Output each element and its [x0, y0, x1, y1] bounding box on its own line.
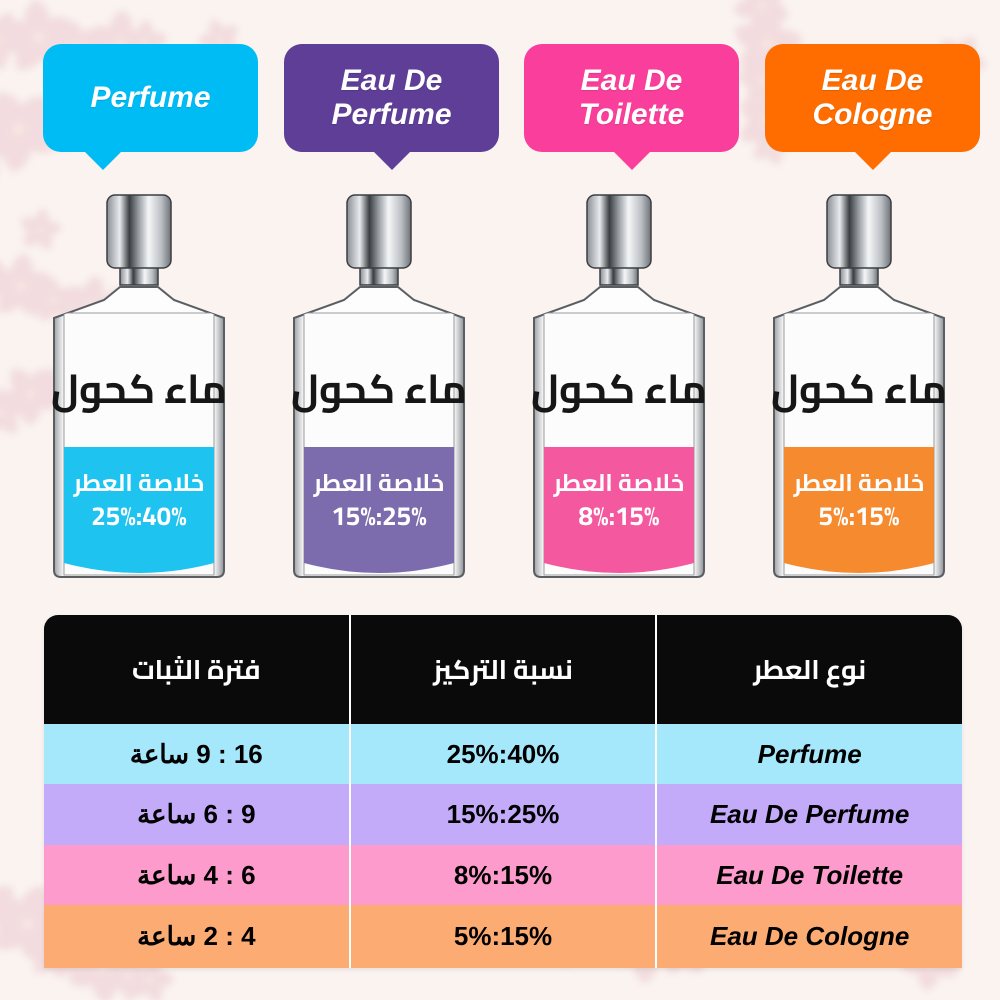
- svg-text:5%:15%: 5%:15%: [819, 491, 900, 540]
- svg-text:8%:15%: 8%:15%: [579, 491, 660, 540]
- svg-text:25%:40%: 25%:40%: [91, 491, 187, 540]
- svg-text:ماء كحول: ماء كحول: [531, 351, 707, 426]
- svg-text:ماء كحول: ماء كحول: [771, 351, 947, 426]
- svg-text:15%:25%: 15%:25%: [331, 491, 427, 540]
- svg-text:ماء كحول: ماء كحول: [51, 351, 227, 426]
- svg-text:ماء كحول: ماء كحول: [291, 351, 467, 426]
